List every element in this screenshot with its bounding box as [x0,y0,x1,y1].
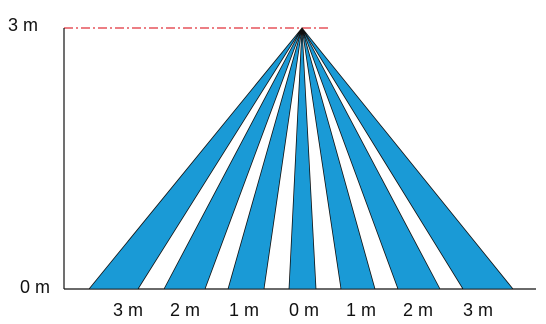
detection-beams [88,27,514,290]
ground-tick-label: 1 m [229,300,259,320]
beam-wedge [301,27,441,290]
ground-tick-label: 1 m [346,300,376,320]
beam-wedge [227,27,303,290]
ground-tick-label: 0 m [289,300,319,320]
ground-tick-labels: 3 m 2 m 1 m 0 m 1 m 2 m 3 m [113,300,493,320]
ground-tick-label: 3 m [113,300,143,320]
ground-tick-label: 2 m [170,300,200,320]
ground-tick-label: 2 m [403,300,433,320]
beam-wedge [301,27,376,290]
y-label-top: 3 m [8,15,38,35]
beam-wedge [163,27,303,290]
beam-wedge [288,27,317,290]
beam-wedge [301,27,514,290]
beam-wedge [88,27,303,290]
y-label-bottom: 0 m [20,277,50,297]
ground-tick-label: 3 m [463,300,493,320]
